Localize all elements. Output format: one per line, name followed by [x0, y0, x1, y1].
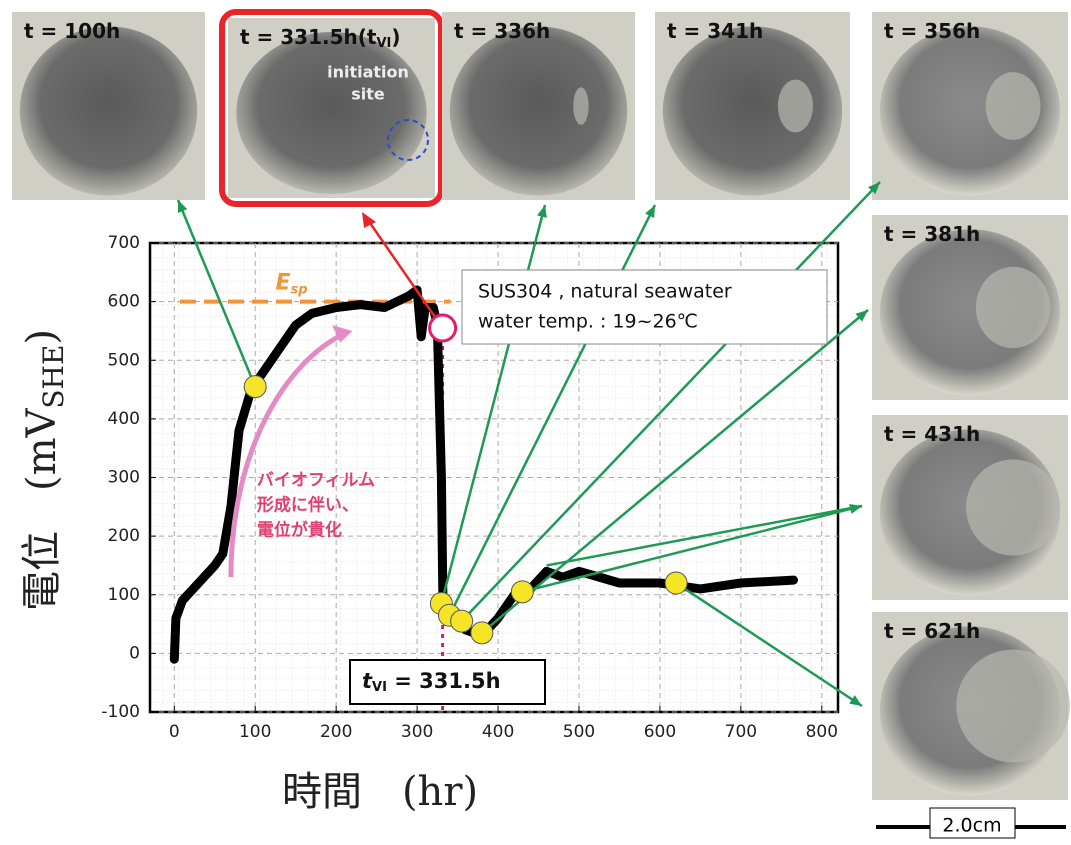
esp-label-sub: sp — [290, 282, 307, 297]
x-tick-label: 500 — [563, 722, 595, 742]
info-text: SUS304 , natural seawater — [478, 281, 732, 303]
photo-label-main: t = 381h — [884, 222, 980, 246]
photo-label-main: t = 431h — [884, 422, 980, 446]
highlight-point — [511, 581, 533, 603]
annotation: 電位が貴化 — [257, 519, 342, 540]
arrow-head — [178, 200, 187, 213]
x-tick-label: 600 — [644, 722, 676, 742]
photo-note: initiation — [327, 63, 409, 82]
y-label-end: ) — [19, 329, 65, 345]
x-tick-label: 400 — [482, 722, 514, 742]
corrosion — [966, 459, 1060, 555]
corrosion — [976, 267, 1050, 348]
y-tick-label: -100 — [101, 702, 140, 722]
annotation: 形成に伴い、 — [257, 494, 359, 515]
photo-label: t = 100h — [24, 19, 120, 43]
x-tick-label: 0 — [169, 722, 180, 742]
y-tick-label: 600 — [108, 292, 140, 312]
y-tick-label: 500 — [108, 350, 140, 370]
highlight-point — [451, 610, 473, 632]
photo: t = 621h — [872, 612, 1070, 800]
photo-label: t = 356h — [884, 19, 980, 43]
arrow-head — [362, 212, 376, 228]
dish — [20, 26, 198, 195]
x-tick-label: 200 — [320, 722, 352, 742]
photo-label-main: t = 331.5h(t — [240, 25, 377, 49]
photo-label-main: t = 356h — [884, 19, 980, 43]
y-tick-label: 400 — [108, 409, 140, 429]
photo: t = 356h — [872, 12, 1068, 200]
photo: t = 431h — [872, 415, 1068, 600]
y-label-sub: SHE — [37, 345, 70, 409]
x-tick-label: 700 — [725, 722, 757, 742]
photo-label-main: t = 336h — [454, 19, 550, 43]
y-tick-label: 200 — [108, 526, 140, 546]
scale-bar: 2.0cm — [876, 808, 1066, 838]
corrosion — [986, 72, 1041, 140]
dish — [663, 26, 842, 195]
photo: t = 381h — [872, 215, 1068, 400]
y-tick-label: 0 — [129, 643, 140, 663]
photo: t = 336h — [442, 12, 635, 200]
photo: t = 341h — [655, 12, 850, 200]
photo-label-main: t = 100h — [24, 19, 120, 43]
dish — [236, 32, 426, 194]
x-axis-label: 時間 (hr) — [282, 769, 478, 815]
tvi-label-end: = 331.5h — [387, 669, 501, 693]
x-tick-label: 100 — [239, 722, 271, 742]
y-axis-label: 電位 (mVSHE) — [19, 329, 70, 611]
arrow-head — [849, 695, 862, 706]
photo-label-sub: VI — [376, 36, 391, 51]
esp-label-main: E — [275, 271, 290, 296]
corrosion — [778, 80, 813, 133]
photo-label: t = 331.5h(tVI) — [240, 25, 401, 51]
corrosion — [573, 87, 588, 125]
photo-note: site — [351, 85, 385, 104]
photo: t = 100h — [12, 12, 205, 200]
figure: t = 100ht = 331.5h(tVI)initiationsitet =… — [0, 0, 1071, 841]
y-label-main: 電位 (mV — [19, 408, 65, 612]
y-tick-label: 700 — [108, 233, 140, 253]
photo-label-main: t = 621h — [884, 619, 980, 643]
x-tick-label: 800 — [806, 722, 838, 742]
photo-label-end: ) — [391, 25, 400, 49]
scale-label: 2.0cm — [942, 815, 1001, 837]
dish — [450, 26, 628, 195]
highlight-point — [665, 572, 687, 594]
highlight-point — [471, 622, 493, 644]
photo-label: t = 381h — [884, 222, 980, 246]
annotation: バイオフィルム — [257, 470, 375, 490]
info-text: water temp. : 19~26℃ — [478, 311, 698, 333]
tvi-point — [430, 315, 456, 341]
photo-label: t = 336h — [454, 19, 550, 43]
corrosion — [956, 650, 1070, 763]
y-tick-label: 300 — [108, 468, 140, 488]
photo-label: t = 431h — [884, 422, 980, 446]
photo-label: t = 341h — [667, 19, 763, 43]
tvi-label-sub: VI — [372, 680, 387, 695]
highlight-point — [244, 376, 266, 398]
x-tick-label: 300 — [401, 722, 433, 742]
photo-label: t = 621h — [884, 619, 980, 643]
photo: t = 331.5h(tVI) initiation site — [222, 12, 441, 204]
y-tick-label: 100 — [108, 585, 140, 605]
photo-label-main: t = 341h — [667, 19, 763, 43]
